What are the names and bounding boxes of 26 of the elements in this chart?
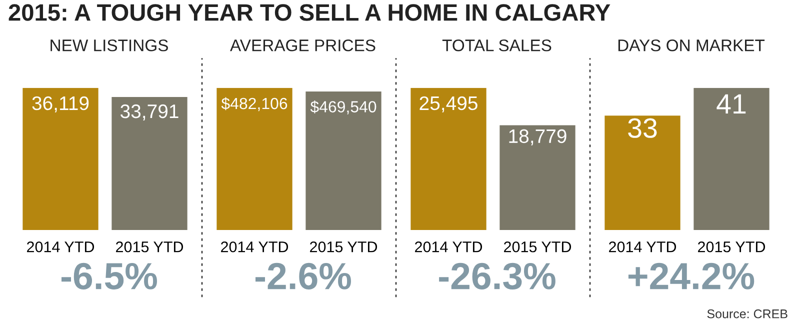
text: -6.5% bbox=[61, 262, 157, 290]
text: -26.3% bbox=[439, 262, 556, 290]
x-tick-label: 2014 YTD bbox=[415, 241, 482, 252]
chart-subtitle: DAYS ON MARKET bbox=[618, 40, 765, 52]
data-label: 18,779 bbox=[509, 129, 566, 146]
text: 2015: A TOUGH YEAR TO SELL A HOME IN CALGARY bbox=[8, 4, 610, 21]
data-label: 36,119 bbox=[32, 96, 89, 112]
text: +24.2% bbox=[628, 262, 754, 290]
chart-subtitle: TOTAL SALES bbox=[442, 40, 552, 52]
x-tick-label: 2015 YTD bbox=[698, 241, 766, 252]
x-tick-label: 2015 YTD bbox=[116, 241, 184, 252]
chart-subtitle: NEW LISTINGS bbox=[50, 40, 168, 52]
text: -2.6% bbox=[255, 262, 351, 290]
chart-subtitle: AVERAGE PRICES bbox=[230, 40, 376, 52]
data-label: $469,540 bbox=[310, 100, 376, 114]
data-label: $482,106 bbox=[221, 97, 288, 112]
x-tick-label: 2015 YTD bbox=[504, 241, 572, 252]
data-label: 33 bbox=[628, 118, 657, 138]
x-tick-label: 2014 YTD bbox=[27, 241, 94, 252]
source-note: Source: CREB bbox=[707, 309, 788, 318]
x-tick-label: 2014 YTD bbox=[609, 241, 676, 252]
x-tick-label: 2015 YTD bbox=[310, 241, 378, 252]
x-tick-label: 2014 YTD bbox=[221, 241, 288, 252]
data-label: 25,495 bbox=[420, 96, 478, 112]
data-label: 33,791 bbox=[120, 104, 178, 120]
data-label: 41 bbox=[716, 94, 746, 114]
